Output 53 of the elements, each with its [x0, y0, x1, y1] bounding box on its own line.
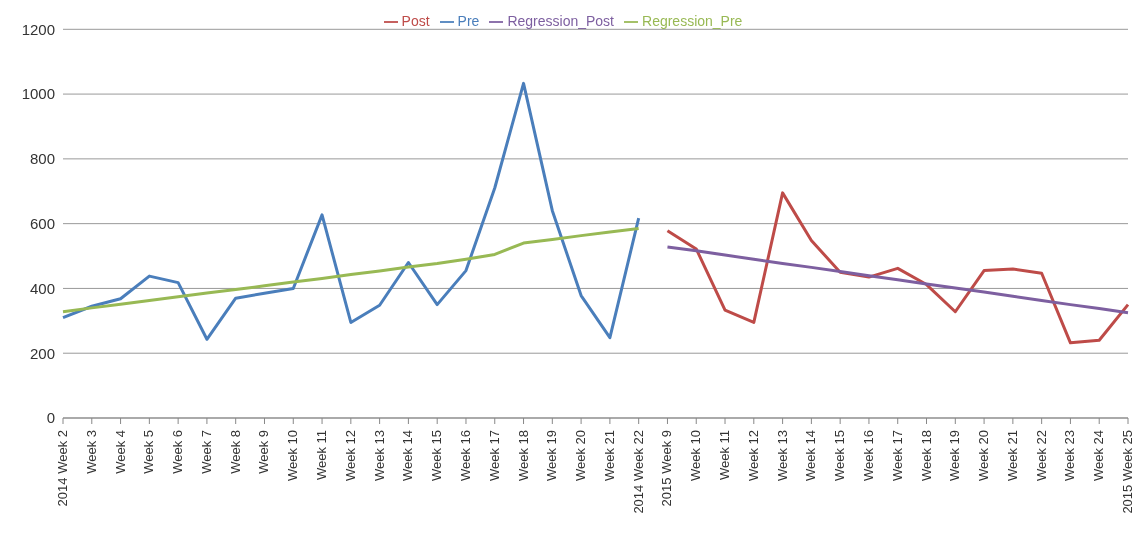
y-tick-label: 0 — [46, 409, 55, 427]
x-tick-label: Week 11 — [314, 430, 330, 481]
x-tick-label: Week 16 — [457, 430, 473, 482]
x-tick-label: Week 13 — [774, 430, 790, 482]
y-tick-label: 400 — [29, 279, 55, 297]
x-tick-label: Week 10 — [285, 430, 301, 482]
x-tick-label: Week 16 — [860, 430, 876, 482]
y-tick-label: 800 — [29, 150, 55, 168]
x-tick-label: Week 19 — [947, 430, 963, 482]
x-tick-label: Week 6 — [170, 430, 186, 474]
x-tick-label: Week 5 — [141, 430, 157, 474]
x-tick-label: 2015 Week 25 — [1120, 430, 1135, 514]
y-tick-label: 200 — [29, 344, 55, 362]
legend-label: Regression_Post — [507, 13, 615, 29]
x-tick-label: Week 13 — [371, 430, 387, 482]
x-tick-label: Week 12 — [745, 430, 761, 482]
x-tick-label: Week 12 — [342, 430, 358, 482]
x-tick-label: Week 15 — [832, 430, 848, 482]
y-tick-label: 600 — [29, 214, 55, 232]
x-tick-label: 2014 Week 2 — [55, 430, 70, 507]
x-tick-label: Week 14 — [803, 430, 819, 482]
x-tick-label: Week 20 — [976, 430, 992, 482]
x-tick-label: Week 17 — [486, 430, 502, 482]
x-tick-label: Week 19 — [544, 430, 560, 482]
x-tick-label: Week 8 — [227, 430, 243, 474]
legend-label: Regression_Pre — [642, 13, 743, 29]
line-series — [665, 245, 1130, 315]
legend-label: Pre — [457, 13, 480, 29]
x-tick-label: Week 7 — [198, 430, 214, 474]
x-tick-label: Week 3 — [83, 430, 99, 474]
x-tick-label: Week 11 — [717, 430, 733, 481]
x-tick-label: Week 18 — [918, 430, 934, 482]
x-tick-label: Week 24 — [1091, 430, 1107, 482]
x-tick-label: Week 20 — [573, 430, 589, 482]
x-tick-label: Week 17 — [889, 430, 905, 482]
line-series — [61, 227, 641, 314]
x-tick-label: Week 9 — [256, 430, 272, 474]
x-tick-label: Week 21 — [601, 430, 617, 482]
y-tick-label: 1200 — [21, 20, 55, 38]
x-tick-label: 2015 Week 9 — [659, 430, 675, 507]
x-tick-label: Week 22 — [1033, 430, 1049, 482]
x-tick-label: Week 15 — [429, 430, 445, 482]
line-series — [665, 191, 1130, 345]
y-tick-label: 1000 — [21, 85, 55, 103]
x-tick-label: Week 10 — [688, 430, 704, 482]
x-tick-label: Week 23 — [1062, 430, 1078, 482]
x-tick-label: Week 14 — [400, 430, 416, 482]
x-tick-label: 2014 Week 22 — [630, 430, 646, 514]
x-tick-label: Week 21 — [1004, 430, 1020, 482]
x-tick-label: Week 18 — [515, 430, 531, 482]
line-series — [61, 81, 641, 341]
legend-label: Post — [401, 13, 430, 29]
x-tick-label: Week 4 — [112, 430, 128, 474]
